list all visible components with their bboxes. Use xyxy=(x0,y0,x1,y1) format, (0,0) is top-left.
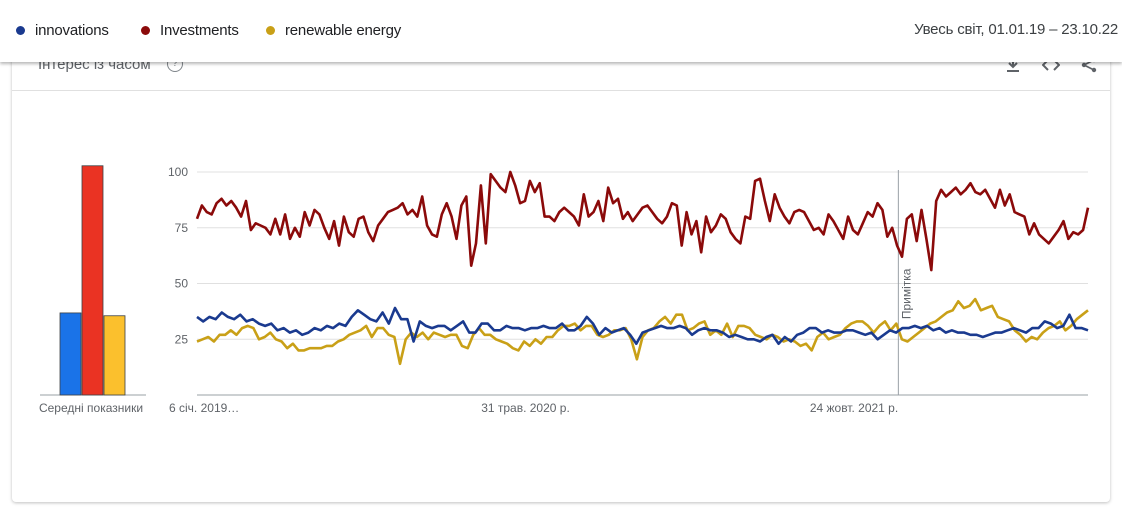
legend-item-investments[interactable]: Investments xyxy=(141,22,239,39)
y-tick-label-100: 100 xyxy=(168,165,188,179)
y-tick-label-25: 25 xyxy=(175,332,189,346)
legend-label-innovations: innovations xyxy=(35,22,109,39)
date-range-label[interactable]: Увесь світ, 01.01.19 – 23.10.22 xyxy=(914,21,1118,38)
y-tick-label-50: 50 xyxy=(175,277,189,291)
legend-label-renewable-energy: renewable energy xyxy=(285,22,402,39)
series-line-innovations xyxy=(196,306,1089,346)
legend-item-renewable-energy[interactable]: renewable energy xyxy=(266,22,401,39)
legend-label-investments: Investments xyxy=(160,22,239,39)
x-tick-label-2: 24 жовт. 2021 р. xyxy=(810,401,898,415)
series-line-renewable-energy xyxy=(196,297,1089,366)
legend-dot-investments xyxy=(141,26,150,35)
average-bar-renewable-energy xyxy=(103,315,126,396)
bar-category-label: Середні показники xyxy=(39,401,143,415)
legend-dot-innovations xyxy=(16,26,25,35)
average-bar-innovations xyxy=(59,312,82,396)
legend-bar: innovations Investments renewable energy… xyxy=(0,0,1122,62)
x-tick-label-0: 6 січ. 2019… xyxy=(169,401,239,415)
annotation-label: Примітка xyxy=(899,268,913,319)
legend-dot-renewable-energy xyxy=(266,26,275,35)
average-bar-investments xyxy=(81,165,104,396)
x-tick-label-1: 31 трав. 2020 р. xyxy=(481,401,570,415)
y-tick-label-75: 75 xyxy=(175,221,189,235)
series-line-investments xyxy=(195,170,1090,272)
interest-over-time-card: Інтерес із часом ? xyxy=(12,50,1110,502)
legend-item-innovations[interactable]: innovations xyxy=(16,22,109,39)
